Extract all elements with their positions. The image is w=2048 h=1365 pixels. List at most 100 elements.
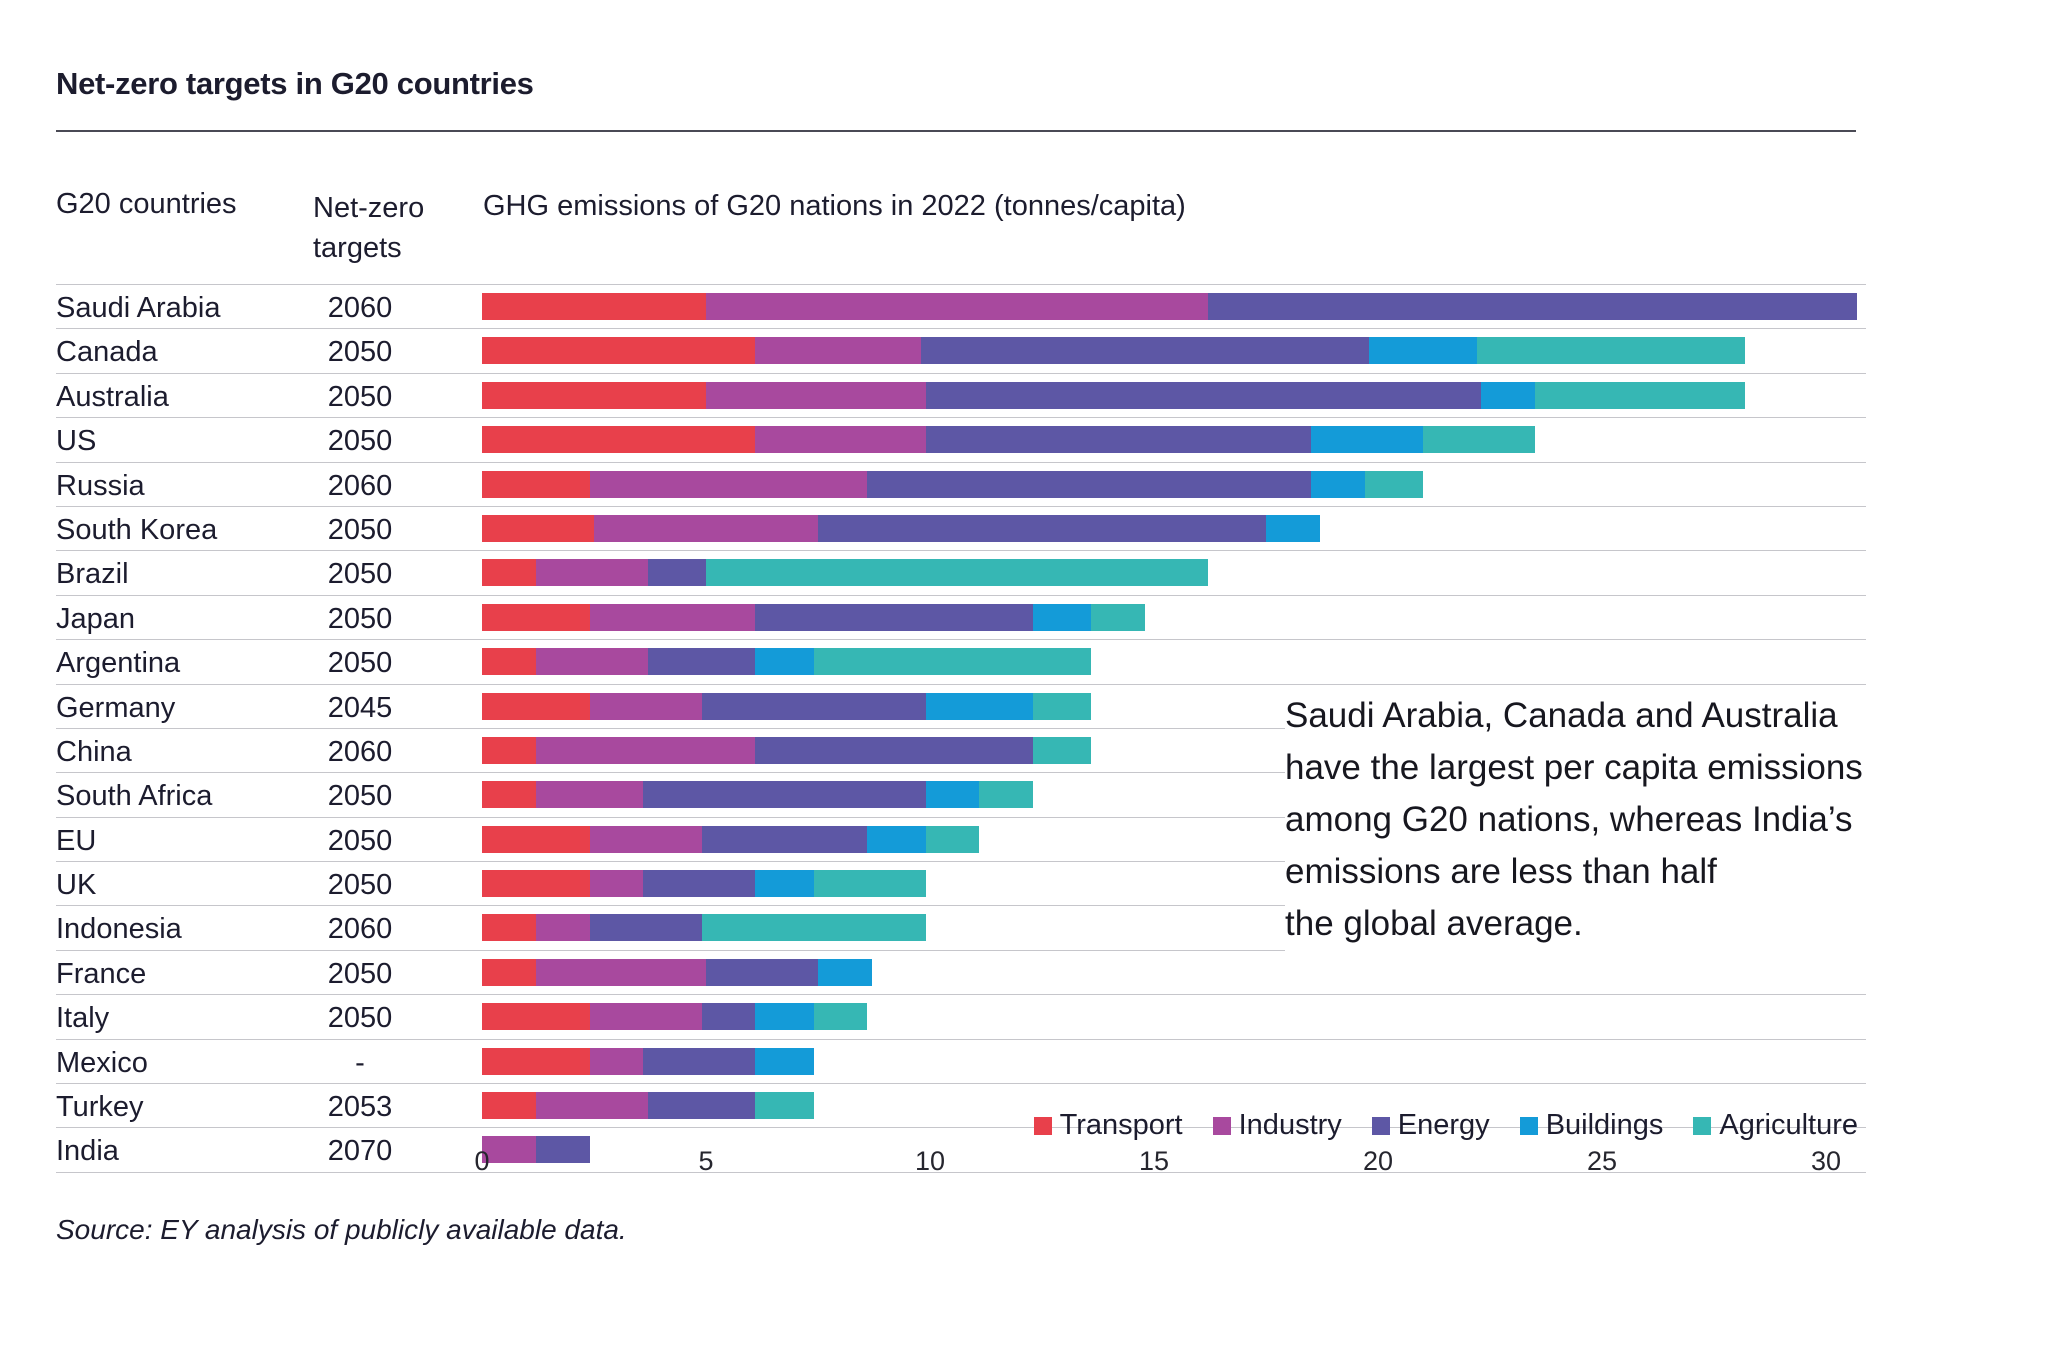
net-zero-target: - xyxy=(355,1046,365,1079)
bar-segment-transport xyxy=(482,426,756,454)
table-row: Mexico - xyxy=(56,1038,1866,1083)
bar-segment-industry xyxy=(535,781,644,809)
bar-segment-energy xyxy=(701,1003,756,1031)
bar-segment-industry xyxy=(706,381,926,409)
bar-segment-agriculture xyxy=(813,1003,868,1031)
bar-segment-energy xyxy=(701,825,868,853)
net-zero-target: 2050 xyxy=(327,957,393,990)
bar-segment-transport xyxy=(482,648,536,676)
x-axis-tick-0: 0 xyxy=(474,1146,490,1176)
annotation-line: Saudi Arabia, Canada and Australia xyxy=(1285,696,1838,735)
bar-segment-industry xyxy=(589,470,868,498)
x-axis-tick-25: 25 xyxy=(1586,1146,1618,1176)
country-label: Australia xyxy=(56,380,169,413)
country-label: Japan xyxy=(56,602,136,635)
net-zero-target: 2050 xyxy=(327,336,393,369)
net-zero-target: 2053 xyxy=(327,1091,393,1124)
column-header-targets: Net-zero targets xyxy=(313,192,425,264)
bar-segment-energy xyxy=(647,1092,756,1120)
x-axis-tick-15: 15 xyxy=(1138,1146,1170,1176)
bar-segment-industry xyxy=(589,825,702,853)
bar-segment-agriculture xyxy=(1033,692,1092,720)
bar-segment-agriculture xyxy=(706,559,1208,587)
net-zero-target: 2050 xyxy=(327,824,393,857)
bar-segment-transport xyxy=(482,559,536,587)
table-row: Japan 2050 xyxy=(56,594,1866,639)
bar-segment-industry xyxy=(755,337,922,365)
table-row: Saudi Arabia 2060 xyxy=(56,284,1866,328)
bar-segment-energy xyxy=(535,1136,590,1164)
table-row: Russia 2060 xyxy=(56,461,1866,506)
bar-segment-industry xyxy=(589,692,702,720)
net-zero-target: 2060 xyxy=(327,292,393,324)
bar-segment-transport xyxy=(482,293,706,320)
legend-swatch-transport xyxy=(1033,1116,1052,1135)
bar-segment-transport xyxy=(482,470,590,498)
bar-segment-buildings xyxy=(1266,514,1320,542)
bar-segment-energy xyxy=(755,603,1034,631)
bar-segment-buildings xyxy=(1033,603,1092,631)
table-row: China 2060 xyxy=(56,727,1866,772)
net-zero-target: 2050 xyxy=(327,602,393,635)
bar-segment-agriculture xyxy=(1364,470,1423,498)
bar-segment-energy xyxy=(643,781,926,809)
annotation-line: the global average. xyxy=(1285,904,1583,943)
net-zero-target: 2060 xyxy=(327,469,393,502)
table-row: Brazil 2050 xyxy=(56,550,1866,594)
bar-segment-industry xyxy=(535,1092,648,1120)
legend-swatch-energy xyxy=(1371,1116,1390,1135)
country-label: EU xyxy=(56,824,97,857)
table-row: Argentina 2050 xyxy=(56,639,1866,683)
net-zero-target: 2070 xyxy=(327,1135,393,1168)
bar-segment-transport xyxy=(482,958,536,986)
legend-label: Industry xyxy=(1238,1109,1342,1141)
table-row: Canada 2050 xyxy=(56,328,1866,372)
bar-segment-energy xyxy=(589,914,702,942)
table-row: UK 2050 xyxy=(56,861,1866,905)
bar-segment-industry xyxy=(755,426,926,454)
legend-item-buildings: Buildings xyxy=(1519,1109,1663,1142)
source-note: Source: EY analysis of publicly availabl… xyxy=(56,1214,627,1245)
bar-segment-transport xyxy=(482,914,536,942)
net-zero-target: 2050 xyxy=(327,647,393,680)
legend-label: Agriculture xyxy=(1719,1109,1858,1141)
bar-segment-agriculture xyxy=(1422,426,1535,454)
country-label: Russia xyxy=(56,469,145,502)
bar-segment-industry xyxy=(706,293,1208,320)
country-label: US xyxy=(56,425,97,458)
bar-segment-energy xyxy=(818,514,1266,542)
legend-item-energy: Energy xyxy=(1371,1109,1490,1142)
bar-segment-buildings xyxy=(755,648,814,676)
page-title: Net-zero targets in G20 countries xyxy=(56,66,534,101)
x-axis-tick-5: 5 xyxy=(698,1146,714,1176)
country-label: Indonesia xyxy=(56,913,182,946)
bar-segment-industry xyxy=(535,958,706,986)
bar-segment-energy xyxy=(647,559,706,587)
bar-segment-transport xyxy=(482,337,756,365)
bar-segment-agriculture xyxy=(1476,337,1746,365)
country-label: Germany xyxy=(56,691,176,724)
country-label: Italy xyxy=(56,1002,110,1035)
bar-segment-agriculture xyxy=(979,781,1034,809)
table-row: South Korea 2050 xyxy=(56,505,1866,550)
bar-segment-energy xyxy=(706,958,818,986)
bar-segment-energy xyxy=(921,337,1370,365)
column-header-chart-title: GHG emissions of G20 nations in 2022 (to… xyxy=(483,190,1186,222)
bar-segment-transport xyxy=(482,381,706,409)
column-header-countries: G20 countries xyxy=(56,188,237,220)
bar-segment-energy xyxy=(867,470,1311,498)
bar-segment-transport xyxy=(482,603,590,631)
x-axis-tick-20: 20 xyxy=(1362,1146,1394,1176)
title-divider xyxy=(56,130,1856,132)
bar-segment-buildings xyxy=(867,825,926,853)
bar-segment-buildings xyxy=(1481,381,1535,409)
bar-segment-energy xyxy=(925,426,1311,454)
bar-segment-energy xyxy=(1207,293,1858,320)
legend-item-industry: Industry xyxy=(1212,1109,1342,1142)
bar-segment-energy xyxy=(647,648,756,676)
net-zero-target: 2045 xyxy=(327,691,393,724)
country-label: South Korea xyxy=(56,513,218,546)
bar-segment-buildings xyxy=(755,1003,814,1031)
country-label: UK xyxy=(56,869,97,902)
x-axis: 0 5 10 15 20 25 30 xyxy=(0,1146,2048,1186)
